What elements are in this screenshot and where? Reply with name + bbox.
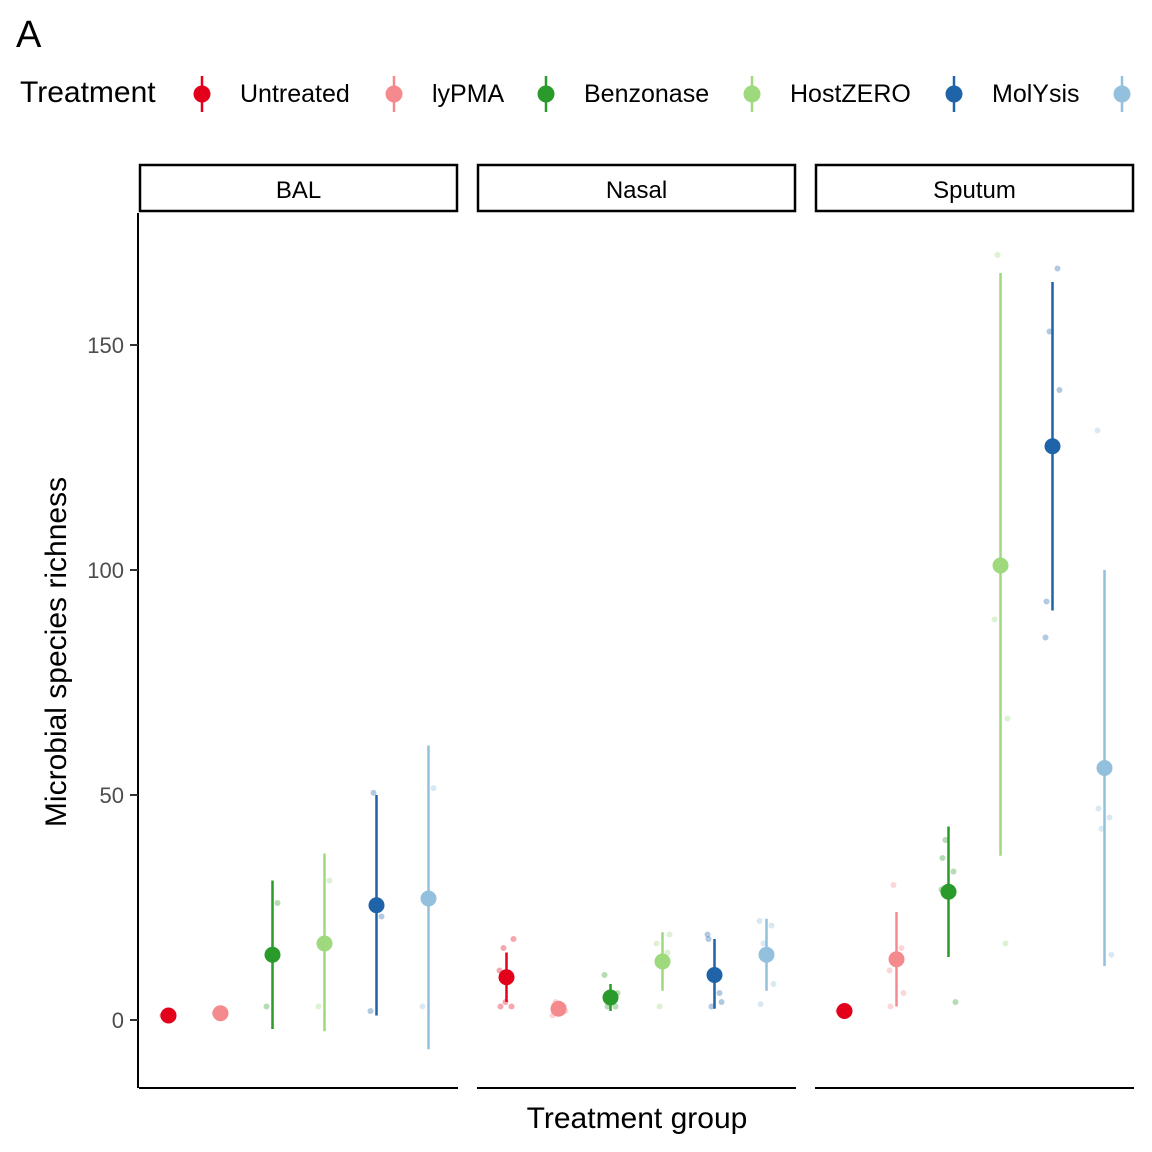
sample-point <box>1106 814 1113 821</box>
sample-point <box>1054 265 1061 272</box>
legend-title: Treatment <box>20 76 156 109</box>
legend-label: HostZERO <box>790 80 911 108</box>
mean-point <box>706 967 723 983</box>
legend-key-icon <box>193 76 211 112</box>
y-tick-label: 100 <box>87 558 124 583</box>
sample-point <box>708 1003 715 1010</box>
sample-point <box>664 949 671 956</box>
sample-point <box>508 1003 515 1010</box>
mean-point <box>654 953 671 970</box>
mean-point <box>1044 438 1061 455</box>
sample-point <box>886 967 893 974</box>
mean-point <box>368 897 385 914</box>
sample-point <box>757 1001 764 1008</box>
legend-key-icon <box>537 76 555 112</box>
mean-point <box>836 1003 853 1019</box>
sample-point <box>952 999 959 1005</box>
sample-point <box>768 922 775 929</box>
legend-key-icon <box>945 76 963 112</box>
sample-point <box>419 1003 426 1010</box>
sample-point <box>991 616 998 623</box>
facet-label: Nasal <box>606 177 667 204</box>
sample-point <box>378 913 385 920</box>
x-axis-title: Treatment group <box>527 1102 748 1135</box>
sample-point <box>718 999 725 1005</box>
sample-point <box>1004 715 1011 722</box>
mean-point <box>992 557 1009 574</box>
legend-label: Untreated <box>240 80 350 108</box>
mean-point <box>1096 760 1113 776</box>
y-tick-label: 50 <box>100 783 124 808</box>
sample-point <box>1043 598 1050 605</box>
facet-strip <box>476 163 797 213</box>
mean-point <box>264 946 281 963</box>
mean-point <box>602 989 619 1006</box>
sample-point <box>1046 328 1053 335</box>
sample-point <box>666 931 673 938</box>
sample-point <box>653 940 660 947</box>
sample-point <box>510 936 517 942</box>
y-tick-label: 150 <box>87 333 124 358</box>
sample-point <box>367 1008 374 1014</box>
sample-point <box>898 945 905 951</box>
legend-key-icon <box>1113 76 1131 112</box>
sample-point <box>939 855 946 861</box>
sample-point <box>760 940 767 947</box>
sample-point <box>705 936 712 942</box>
sample-point <box>497 1003 504 1010</box>
mean-point <box>758 946 775 963</box>
sample-point <box>656 1003 663 1010</box>
facet-label: BAL <box>276 177 321 204</box>
mean-point <box>498 969 515 986</box>
sample-point <box>612 1003 619 1010</box>
mean-point <box>316 935 333 952</box>
mean-point <box>888 951 905 968</box>
sample-point <box>274 900 281 906</box>
sample-point <box>1098 825 1105 832</box>
sample-point <box>315 1003 322 1010</box>
legend-label: MolYsis <box>992 80 1080 108</box>
sample-point <box>326 877 333 884</box>
mean-point <box>940 883 957 900</box>
sample-point <box>1042 634 1049 641</box>
mean-point <box>420 890 437 907</box>
legend-key-icon <box>743 76 761 112</box>
facet-strip <box>814 163 1135 213</box>
sample-point <box>950 868 957 875</box>
sample-point <box>900 990 907 996</box>
panel-letter: A <box>16 14 42 56</box>
sample-point <box>1095 805 1102 812</box>
legend-label: lyPMA <box>432 80 505 108</box>
mean-point <box>550 1000 567 1017</box>
legend-label: Benzonase <box>584 80 710 108</box>
mean-point <box>212 1005 229 1022</box>
sample-point <box>1108 951 1115 958</box>
sample-point <box>942 837 949 843</box>
sample-point <box>756 918 763 924</box>
legend-key-icon <box>385 76 403 112</box>
y-tick-label: 0 <box>112 1008 124 1033</box>
sample-point <box>1056 387 1063 393</box>
y-axis-title: Microbial species richness <box>40 477 73 827</box>
sample-point <box>601 972 608 978</box>
sample-point <box>704 931 711 938</box>
sample-point <box>263 1003 270 1010</box>
sample-point <box>1094 427 1101 434</box>
sample-point <box>500 945 507 951</box>
sample-point <box>887 1003 894 1010</box>
mean-point <box>160 1007 177 1024</box>
facet-strip <box>138 163 459 213</box>
sample-point <box>370 789 377 796</box>
facet-label: Sputum <box>933 177 1016 204</box>
sample-point <box>716 990 723 996</box>
sample-point <box>430 785 437 792</box>
sample-point <box>994 252 1001 258</box>
sample-point <box>890 882 897 888</box>
sample-point <box>770 981 777 987</box>
sample-point <box>1002 940 1009 947</box>
